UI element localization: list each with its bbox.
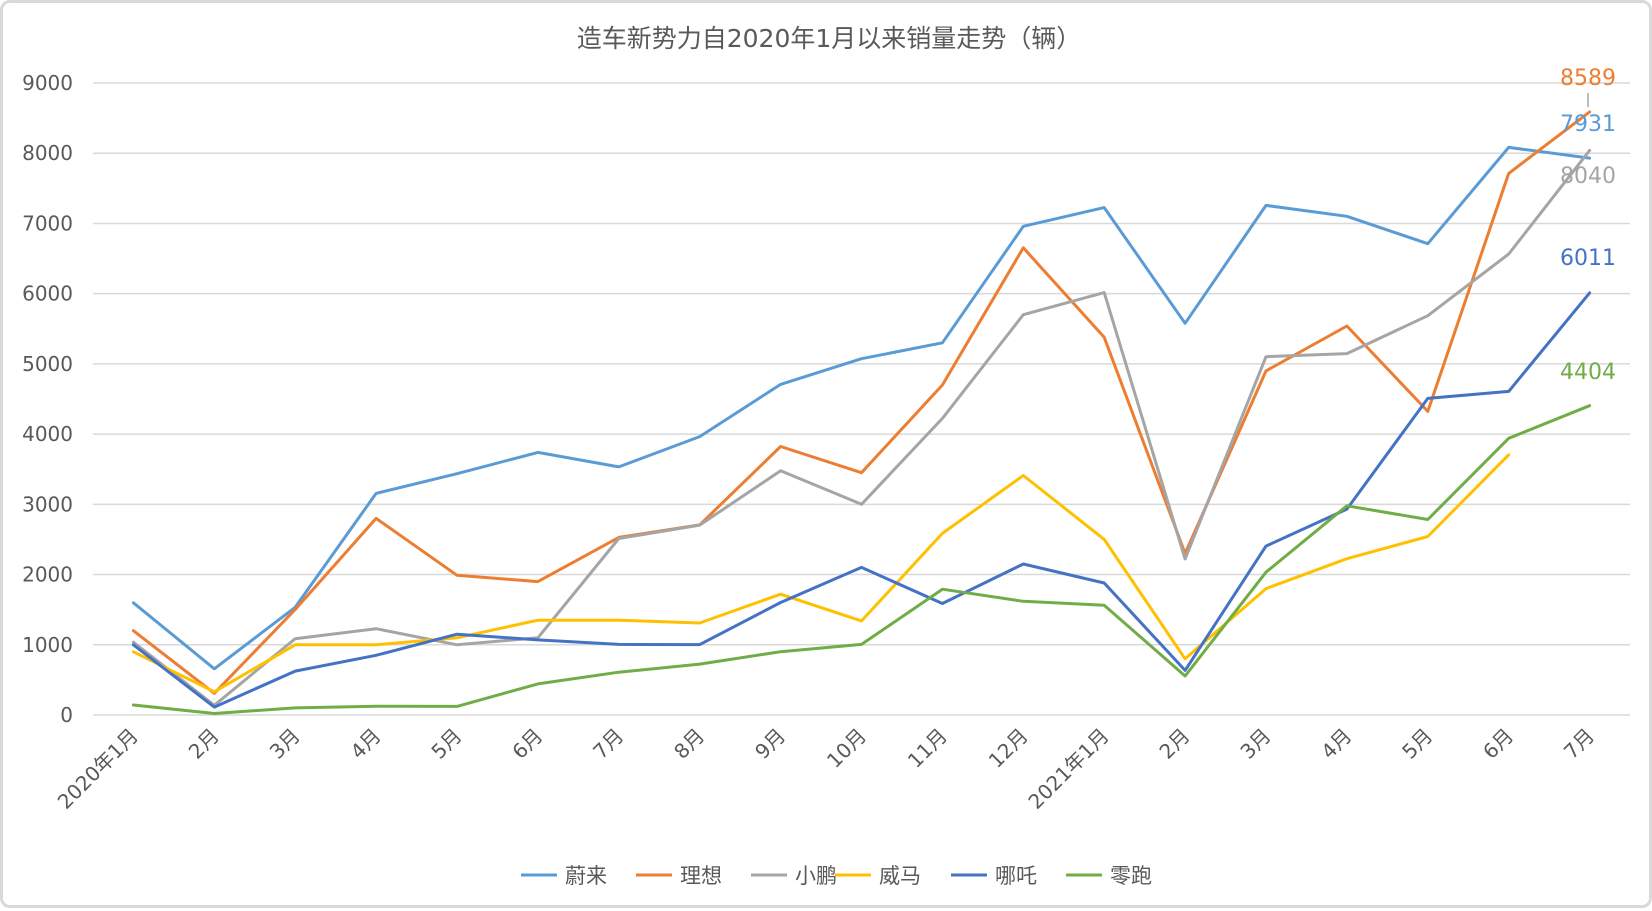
series-line-0 xyxy=(131,145,1592,671)
data-label-1: 8589 xyxy=(1560,66,1616,91)
legend-label-2: 小鹏 xyxy=(795,864,837,888)
series-line-4 xyxy=(131,291,1592,709)
chart-title: 造车新势力自2020年1月以来销量走势（辆） xyxy=(577,24,1082,53)
y-tick-label: 1000 xyxy=(22,633,73,657)
y-tick-label: 5000 xyxy=(22,352,73,376)
x-tick-label: 5月 xyxy=(1397,724,1437,764)
series-line-2 xyxy=(131,148,1592,707)
x-tick-label: 6月 xyxy=(1478,724,1518,764)
y-tick-label: 3000 xyxy=(22,492,73,516)
y-tick-label: 2000 xyxy=(22,563,73,587)
x-tick-label: 3月 xyxy=(1235,724,1275,764)
legend-label-3: 威马 xyxy=(879,864,921,888)
data-label-2: 8040 xyxy=(1560,164,1616,189)
data-label-0: 7931 xyxy=(1560,112,1616,137)
y-tick-label: 6000 xyxy=(22,282,73,306)
y-tick-label: 4000 xyxy=(22,422,73,446)
x-tick-label: 7月 xyxy=(1559,724,1599,764)
x-tick-label: 6月 xyxy=(507,724,547,764)
legend-label-5: 零跑 xyxy=(1110,864,1152,888)
x-tick-label: 2021年1月 xyxy=(1023,724,1113,814)
y-tick-label: 0 xyxy=(60,703,73,727)
y-tick-label: 7000 xyxy=(22,211,73,235)
legend-label-0: 蔚来 xyxy=(565,864,607,888)
series-line-3 xyxy=(131,453,1511,694)
x-tick-label: 3月 xyxy=(265,724,305,764)
series-line-5 xyxy=(131,404,1592,715)
x-tick-label: 7月 xyxy=(588,724,628,764)
x-tick-label: 5月 xyxy=(426,724,466,764)
x-tick-label: 2月 xyxy=(1154,724,1194,764)
x-tick-label: 2020年1月 xyxy=(53,724,143,814)
x-tick-label: 9月 xyxy=(750,724,790,764)
line-chart: 造车新势力自2020年1月以来销量走势（辆） 0 1000 2000 3000 4000… xyxy=(22,24,1630,888)
series-line-1 xyxy=(131,110,1592,695)
x-tick-label: 11月 xyxy=(903,724,952,773)
x-tick-label: 12月 xyxy=(984,724,1033,773)
data-label-5: 4404 xyxy=(1560,360,1616,385)
x-tick-label: 4月 xyxy=(346,724,386,764)
x-tick-label: 10月 xyxy=(822,724,871,773)
x-tick-label: 2月 xyxy=(184,724,224,764)
legend-label-1: 理想 xyxy=(680,864,722,888)
x-tick-label: 4月 xyxy=(1316,724,1356,764)
y-tick-label: 9000 xyxy=(22,71,73,95)
y-tick-label: 8000 xyxy=(22,141,73,165)
x-tick-label: 8月 xyxy=(669,724,709,764)
data-label-4: 6011 xyxy=(1560,246,1616,271)
legend-label-4: 哪吒 xyxy=(995,864,1037,888)
